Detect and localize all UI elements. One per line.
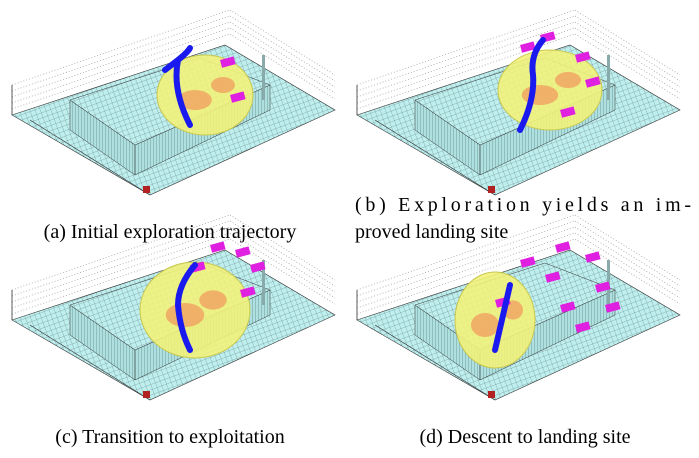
caption: (d) Descent to landing site xyxy=(419,426,630,448)
marker xyxy=(488,391,495,398)
caption: proved landing site xyxy=(355,221,508,243)
hazard xyxy=(166,303,205,327)
spike xyxy=(607,55,610,100)
hazard xyxy=(211,77,235,93)
hazard xyxy=(471,313,499,337)
marker xyxy=(488,186,495,193)
unsafe-patch xyxy=(235,246,251,257)
caption: (c) Transition to exploitation xyxy=(55,426,284,448)
caption: (a) Initial exploration trajectory xyxy=(44,221,297,243)
figure: (a) Initial exploration trajectory (b) E… xyxy=(0,0,699,458)
unsafe-patch xyxy=(585,251,601,262)
hazard xyxy=(522,85,558,105)
marker xyxy=(143,391,150,398)
terrain-plot xyxy=(12,10,335,195)
caption: (b) Exploration yields an im- xyxy=(355,194,691,216)
terrain-plot xyxy=(357,10,680,195)
marker xyxy=(143,186,150,193)
spike xyxy=(262,55,265,100)
hazard xyxy=(555,72,581,88)
hazard xyxy=(199,290,227,309)
